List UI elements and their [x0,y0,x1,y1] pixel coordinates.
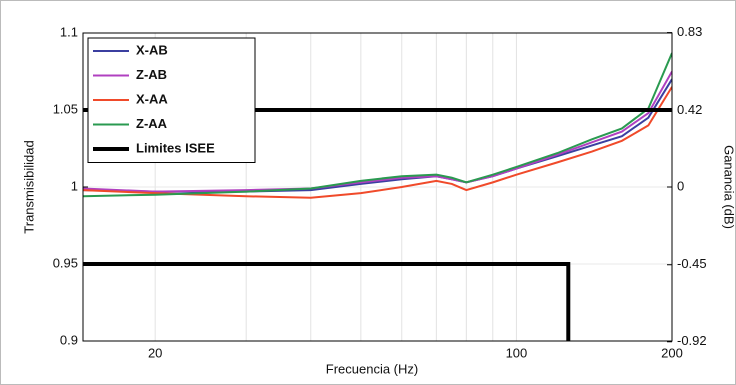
legend-label: X-AA [136,91,168,106]
x-tick-label: 100 [506,345,528,360]
y2-tick-label: -0.45 [677,256,707,271]
x-tick-label: 20 [148,345,162,360]
y2-tick-label: 0.83 [677,24,702,39]
y-axis-label: Transmisibilidad [21,140,36,233]
legend-label: Z-AB [136,67,167,82]
legend: X-AB Z-AB X-AA Z-AA Limites ISEE [87,37,256,163]
legend-label: X-AB [136,42,168,57]
plot-border [82,32,673,342]
y-tick-label: 0.9 [60,332,78,347]
y-tick-label: 0.95 [53,255,78,270]
y-tick-label: 1.05 [53,101,78,116]
y2-tick-label: 0.42 [677,102,702,117]
limit-line [83,262,571,341]
y2-axis-label: Ganancia (dB) [722,145,736,229]
y-tick-label: 1 [71,178,78,193]
y-tick-label: 1.1 [60,24,78,39]
series-line [83,86,672,199]
legend-label: Limites ISEE [136,140,215,155]
x-axis-label: Frecuencia (Hz) [326,361,418,376]
y2-tick-label: 0 [677,178,684,193]
y2-tick-label: -0.92 [677,333,707,348]
legend-label: Z-AA [136,116,168,131]
series-line [83,52,672,198]
x-tick-label: 200 [661,345,683,360]
